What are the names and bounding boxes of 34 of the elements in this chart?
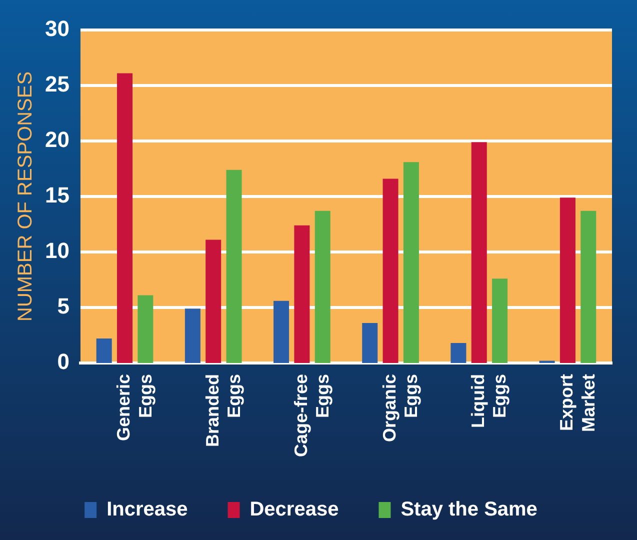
bar bbox=[117, 73, 133, 363]
y-tick-label: 0 bbox=[57, 349, 70, 374]
legend-label: Increase bbox=[106, 498, 188, 521]
bar bbox=[471, 142, 487, 363]
bar bbox=[96, 338, 112, 363]
y-tick-label: 20 bbox=[44, 127, 70, 152]
y-tick-label: 10 bbox=[44, 238, 70, 264]
bar bbox=[206, 240, 222, 363]
bar bbox=[184, 308, 200, 363]
bar bbox=[382, 178, 398, 363]
y-axis-title: NUMBER OF RESPONSES bbox=[14, 71, 37, 322]
x-tick-label: Export Market bbox=[556, 374, 598, 432]
bar bbox=[294, 225, 310, 363]
y-tick-label: 15 bbox=[44, 182, 70, 208]
bar bbox=[314, 210, 330, 363]
bar bbox=[492, 278, 508, 363]
legend-label: Decrease bbox=[250, 498, 339, 521]
bar bbox=[560, 198, 576, 363]
x-tick-label: Organic Eggs bbox=[380, 374, 422, 442]
bar bbox=[226, 170, 242, 363]
bar bbox=[274, 300, 290, 363]
bar bbox=[362, 323, 378, 363]
y-tick-label: 25 bbox=[44, 72, 70, 97]
x-tick-label: Liquid Eggs bbox=[468, 374, 510, 428]
bar bbox=[403, 162, 419, 363]
x-tick-label: Cage-free Eggs bbox=[290, 374, 333, 457]
y-tick-label: 5 bbox=[57, 294, 70, 319]
y-tick-label: 30 bbox=[44, 16, 70, 42]
x-tick-label: Branded Eggs bbox=[202, 374, 244, 447]
x-tick-label: Generic Eggs bbox=[114, 374, 156, 442]
bar bbox=[450, 342, 466, 363]
legend-label: Stay the Same bbox=[400, 498, 538, 521]
bar bbox=[580, 210, 596, 363]
bar bbox=[138, 295, 154, 363]
